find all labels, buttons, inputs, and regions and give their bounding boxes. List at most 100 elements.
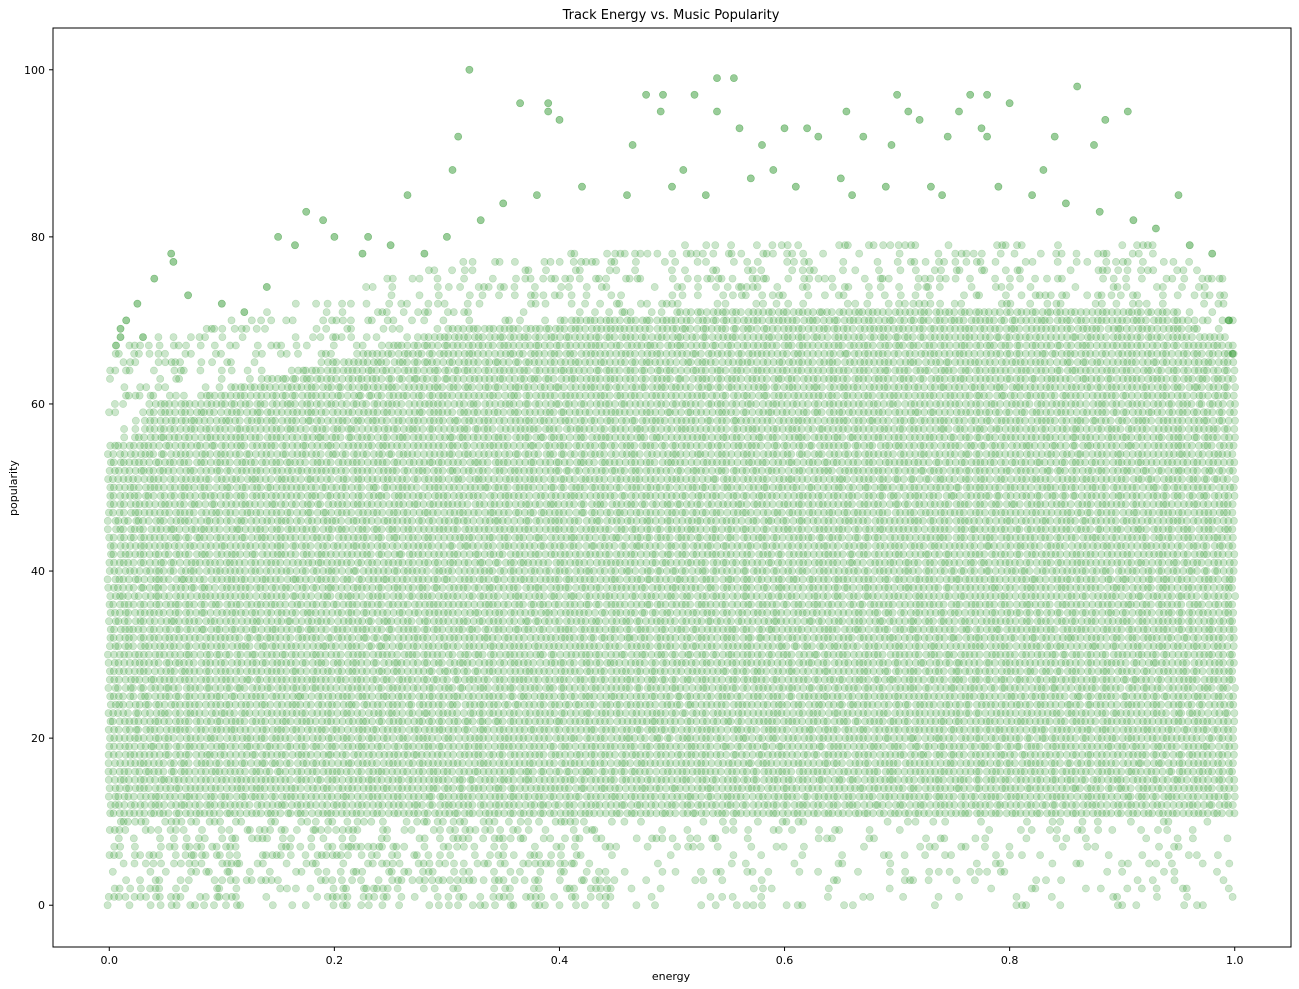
scatter-point [1231, 710, 1238, 717]
scatter-point [788, 768, 795, 775]
scatter-point [384, 743, 391, 750]
scatter-point [156, 877, 163, 884]
scatter-point [419, 801, 426, 808]
scatter-point [935, 868, 942, 875]
scatter-point [237, 668, 244, 675]
scatter-point [1230, 751, 1237, 758]
scatter-point [399, 701, 406, 708]
scatter-point [170, 735, 177, 742]
scatter-point [804, 751, 811, 758]
scatter-point [991, 684, 998, 691]
scatter-point [263, 893, 270, 900]
scatter-point [570, 801, 577, 808]
scatter-point [1103, 801, 1110, 808]
scatter-point [603, 877, 610, 884]
scatter-point [1092, 718, 1099, 725]
density-row [106, 735, 1236, 742]
scatter-point [920, 659, 927, 666]
scatter-point [627, 760, 634, 767]
scatter-point [491, 885, 498, 892]
scatter-point [576, 735, 583, 742]
scatter-point [577, 852, 584, 859]
scatter-point [550, 810, 557, 817]
scatter-point [464, 668, 471, 675]
scatter-point [763, 676, 770, 683]
scatter-point [261, 760, 268, 767]
scatter-point [884, 668, 891, 675]
scatter-point [444, 676, 451, 683]
scatter-point [1082, 835, 1089, 842]
scatter-point [216, 760, 223, 767]
scatter-point [233, 885, 240, 892]
scatter-point [714, 718, 721, 725]
scatter-point [773, 801, 780, 808]
scatter-point [992, 668, 999, 675]
scatter-point [758, 852, 765, 859]
scatter-point [414, 810, 421, 817]
scatter-point [162, 868, 169, 875]
scatter-point [358, 768, 365, 775]
scatter-point [707, 893, 714, 900]
scatter-point [1230, 701, 1237, 708]
scatter-point [1226, 860, 1233, 867]
scatter-point [429, 801, 436, 808]
scatter-point [753, 768, 760, 775]
scatter-point [216, 735, 223, 742]
scatter-point [399, 793, 406, 800]
scatter-point [1163, 693, 1170, 700]
scatter-point [744, 835, 751, 842]
scatter-point [935, 893, 942, 900]
scatter-point [277, 852, 284, 859]
scatter-point [722, 810, 729, 817]
scatter-point [119, 701, 126, 708]
scatter-point [616, 701, 623, 708]
scatter-point [1153, 893, 1160, 900]
scatter-point [190, 659, 197, 666]
scatter-point [859, 785, 866, 792]
scatter-point [403, 818, 410, 825]
scatter-point [459, 785, 466, 792]
scatter-point [951, 801, 958, 808]
scatter-point [1105, 852, 1112, 859]
scatter-point [1229, 893, 1236, 900]
scatter-point [540, 751, 547, 758]
scatter-point [155, 826, 162, 833]
scatter-point [1007, 743, 1014, 750]
scatter-point [261, 793, 268, 800]
scatter-point [348, 735, 355, 742]
scatter-point [844, 751, 851, 758]
scatter-point [277, 885, 284, 892]
scatter-point [808, 684, 815, 691]
scatter-point [343, 885, 350, 892]
scatter-point [173, 902, 180, 909]
scatter-point [971, 793, 978, 800]
scatter-point [436, 852, 443, 859]
scatter-point [401, 843, 408, 850]
scatter-point [581, 776, 588, 783]
scatter-point [925, 684, 932, 691]
scatter-point [876, 735, 883, 742]
scatter-point [1036, 810, 1043, 817]
scatter-point [545, 735, 552, 742]
scatter-point [425, 852, 432, 859]
scatter-point [586, 710, 593, 717]
scatter-point [551, 893, 558, 900]
scatter-point [941, 676, 948, 683]
scatter-point [613, 843, 620, 850]
scatter-point [491, 818, 498, 825]
scatter-point [631, 743, 638, 750]
scatter-point [137, 852, 144, 859]
scatter-point [572, 902, 579, 909]
scatter-point [956, 701, 963, 708]
scatter-point [697, 868, 704, 875]
scatter-point [147, 826, 154, 833]
scatter-point [1113, 726, 1120, 733]
scatter-point [121, 801, 128, 808]
scatter-point [1023, 835, 1030, 842]
scatter-point [900, 751, 907, 758]
scatter-point [379, 818, 386, 825]
scatter-point [717, 868, 724, 875]
scatter-point [849, 902, 856, 909]
scatter-point [464, 726, 471, 733]
scatter-point [672, 676, 679, 683]
